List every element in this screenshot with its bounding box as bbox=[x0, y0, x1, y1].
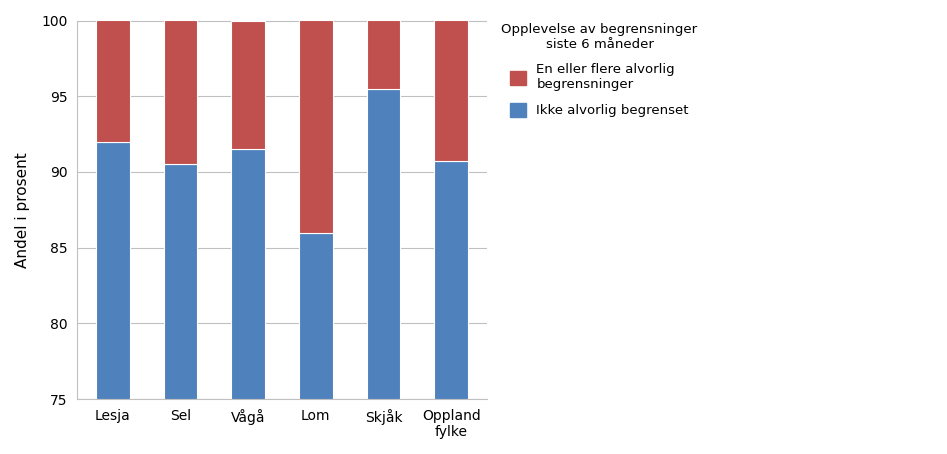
Bar bbox=[96, 20, 130, 142]
Bar bbox=[435, 161, 468, 399]
Bar bbox=[164, 20, 197, 164]
Bar bbox=[299, 20, 332, 232]
Bar bbox=[435, 20, 468, 161]
Y-axis label: Andel i prosent: Andel i prosent bbox=[15, 152, 30, 268]
Bar bbox=[366, 89, 401, 399]
Bar bbox=[231, 20, 265, 149]
Legend: En eller flere alvorlig
begrensninger, Ikke alvorlig begrenset: En eller flere alvorlig begrensninger, I… bbox=[497, 20, 702, 121]
Bar bbox=[366, 20, 401, 89]
Bar bbox=[96, 142, 130, 399]
Bar bbox=[231, 149, 265, 399]
Bar bbox=[164, 164, 197, 399]
Bar bbox=[299, 232, 332, 399]
